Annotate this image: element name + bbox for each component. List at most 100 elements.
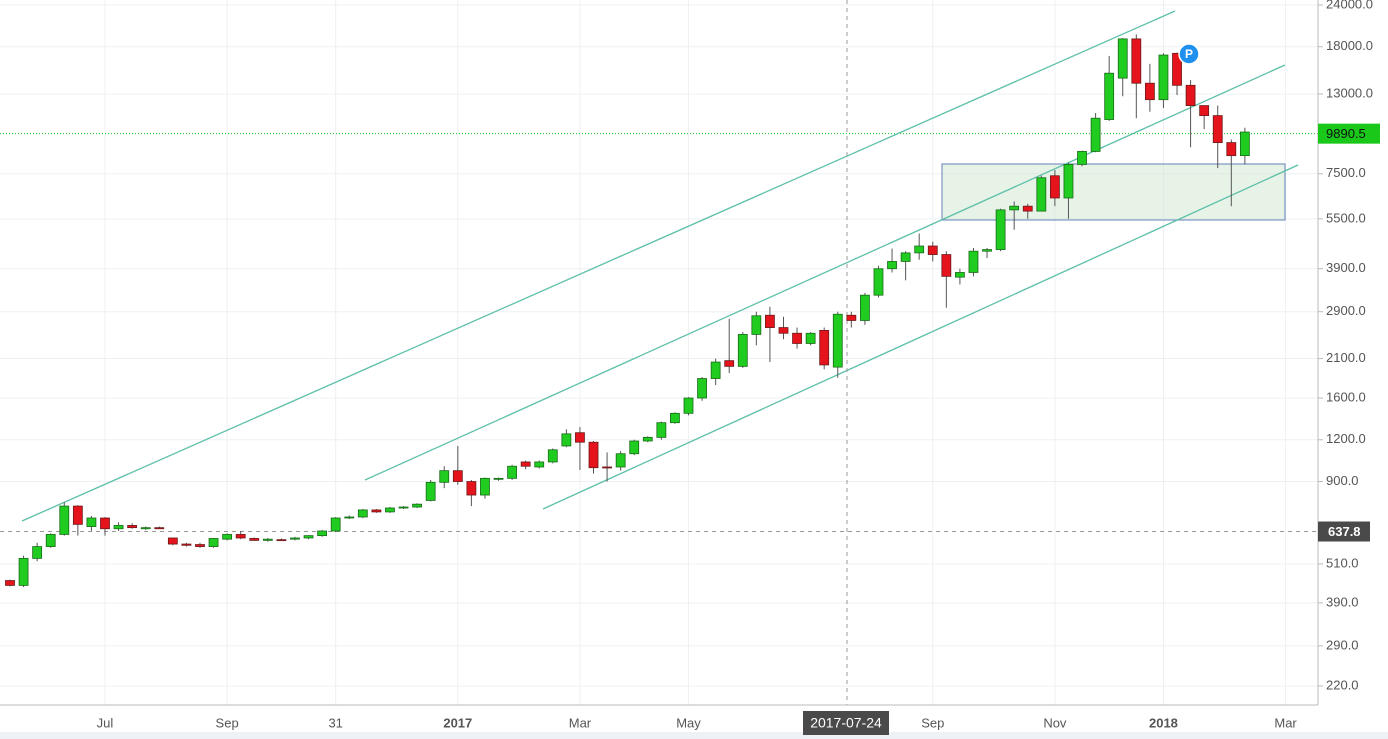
candle-body	[887, 261, 897, 270]
y-tick-label: 290.0	[1326, 637, 1359, 652]
candle-body	[629, 440, 640, 455]
x-tick-label: 2017	[443, 715, 472, 730]
x-tick-label: Jul	[97, 715, 114, 730]
y-tick-label: 220.0	[1326, 677, 1359, 692]
y-tick-label: 3900.0	[1326, 260, 1366, 275]
candle-body	[493, 477, 504, 480]
candle-body	[1239, 131, 1250, 157]
candle-body	[330, 517, 341, 532]
channel-line	[542, 164, 1299, 510]
candle-body	[1199, 105, 1210, 117]
candle-body	[507, 465, 517, 479]
candle-body	[1212, 115, 1223, 143]
x-tick-label: 2018	[1149, 715, 1178, 730]
candle-body	[575, 432, 585, 443]
candle-body	[452, 470, 463, 482]
y-tick-label: 1200.0	[1326, 431, 1366, 446]
candle-body	[982, 249, 992, 252]
candle-body	[1144, 82, 1155, 101]
candle-body	[792, 332, 802, 344]
candle-body	[615, 453, 626, 468]
candle-body	[167, 537, 178, 545]
candle-body	[59, 505, 70, 535]
candle-body	[520, 461, 531, 467]
candle-body	[357, 509, 368, 518]
candle-body	[968, 250, 979, 273]
crosshair-date-box	[803, 711, 889, 735]
candle-body	[398, 506, 409, 509]
candle-body	[765, 314, 775, 328]
y-tick-label: 1600.0	[1326, 389, 1366, 404]
zone-box	[941, 163, 1286, 221]
candle-body	[710, 361, 721, 379]
candle-body	[656, 422, 667, 438]
candle-body	[941, 254, 952, 277]
candle-body	[1172, 52, 1182, 86]
candle-body	[1131, 38, 1142, 84]
candle-body	[1185, 84, 1196, 106]
candle-body	[412, 503, 423, 508]
channel-line	[364, 64, 1286, 481]
candle-body	[45, 534, 56, 547]
candle-body	[737, 334, 748, 367]
candle-body	[208, 538, 219, 547]
candle-body	[778, 327, 789, 334]
x-tick-label: Mar	[1274, 715, 1297, 730]
y-tick-label: 900.0	[1326, 473, 1359, 488]
candle-body	[262, 538, 273, 541]
candle-body	[697, 378, 707, 399]
y-tick-label: 5500.0	[1326, 210, 1366, 225]
candle-body	[249, 538, 260, 541]
candle-body	[72, 505, 83, 525]
candle-body	[425, 481, 436, 501]
y-tick-label: 2900.0	[1326, 303, 1366, 318]
candle-body	[371, 509, 382, 513]
candle-body	[561, 433, 572, 447]
candle-body	[18, 557, 29, 586]
candle-body	[1049, 175, 1060, 199]
candle-body	[181, 543, 192, 546]
candle-body	[86, 517, 97, 527]
candle-body	[1158, 54, 1169, 101]
candle-body	[588, 441, 599, 469]
candle-body	[1077, 151, 1087, 165]
candle-body	[127, 525, 138, 529]
candle-body	[955, 272, 965, 278]
candle-body	[303, 535, 314, 539]
x-tick-label: Sep	[216, 715, 239, 730]
last-price-label: 9890.5	[1326, 126, 1366, 141]
candle-body	[927, 245, 938, 255]
candle-body	[1090, 117, 1101, 152]
marker-icon[interactable]	[1178, 43, 1200, 65]
candle-body	[914, 245, 925, 254]
candle-body	[873, 268, 884, 296]
last-price-box	[1318, 123, 1380, 144]
y-tick-label: 7500.0	[1326, 165, 1366, 180]
candle-body	[670, 412, 680, 424]
crosshair-date: 2017-07-24	[810, 715, 882, 731]
candle-body	[1009, 205, 1020, 211]
x-tick-label: May	[676, 715, 701, 730]
candle-body	[195, 544, 205, 547]
x-tick-label: Sep	[921, 715, 944, 730]
candle-body	[385, 507, 395, 513]
x-tick-label: Mar	[569, 715, 592, 730]
candle-body	[113, 525, 124, 530]
candle-body	[751, 315, 762, 335]
candle-body	[1063, 164, 1074, 199]
candle-body	[317, 530, 328, 537]
candle-body	[1022, 205, 1033, 212]
candle-body	[832, 313, 843, 368]
candle-body	[439, 470, 450, 483]
bottom-strip	[0, 732, 1388, 739]
candle-body	[1117, 38, 1128, 79]
candle-body	[154, 527, 165, 530]
candle-body	[1226, 142, 1237, 157]
y-tick-label: 24000.0	[1326, 0, 1373, 11]
candle-body	[995, 209, 1006, 250]
candle-body	[466, 481, 477, 496]
candle-body	[480, 477, 490, 496]
